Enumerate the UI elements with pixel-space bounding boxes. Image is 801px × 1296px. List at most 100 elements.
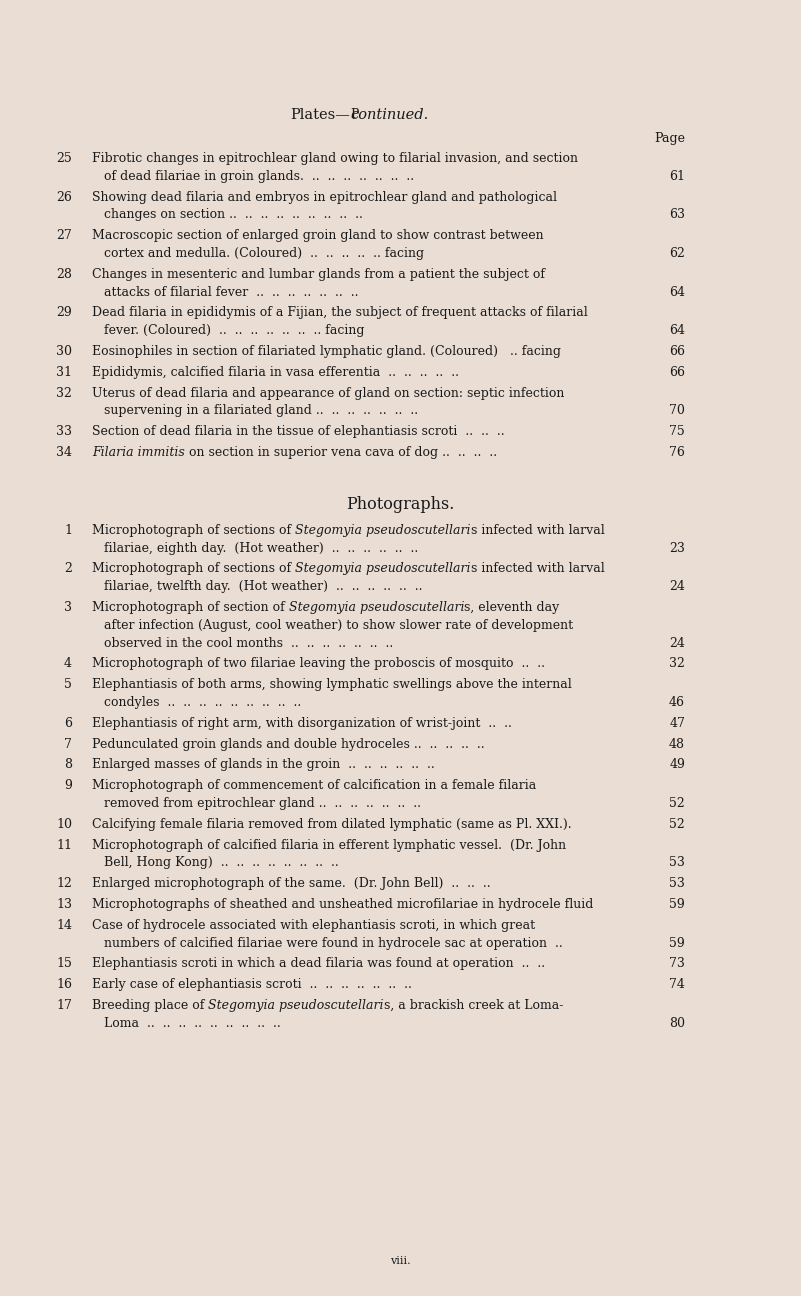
Text: numbers of calcified filariae were found in hydrocele sac at operation  ..: numbers of calcified filariae were found… xyxy=(104,937,563,950)
Text: viii.: viii. xyxy=(390,1256,411,1266)
Text: 8: 8 xyxy=(64,758,72,771)
Text: s, eleventh day: s, eleventh day xyxy=(465,601,560,614)
Text: Early case of elephantiasis scroti  ..  ..  ..  ..  ..  ..  ..: Early case of elephantiasis scroti .. ..… xyxy=(92,978,412,991)
Text: 27: 27 xyxy=(56,229,72,242)
Text: 73: 73 xyxy=(669,958,685,971)
Text: Elephantiasis of right arm, with disorganization of wrist-joint  ..  ..: Elephantiasis of right arm, with disorga… xyxy=(92,717,512,730)
Text: Enlarged masses of glands in the groin  ..  ..  ..  ..  ..  ..: Enlarged masses of glands in the groin .… xyxy=(92,758,435,771)
Text: 11: 11 xyxy=(56,839,72,851)
Text: P: P xyxy=(350,108,358,121)
Text: observed in the cool months  ..  ..  ..  ..  ..  ..  ..: observed in the cool months .. .. .. .. … xyxy=(104,636,393,649)
Text: 29: 29 xyxy=(56,306,72,319)
Text: Calcifying female filaria removed from dilated lymphatic (same as Pl. XXI.).: Calcifying female filaria removed from d… xyxy=(92,818,572,831)
Text: Dead filaria in epididymis of a Fijian, the subject of frequent attacks of filar: Dead filaria in epididymis of a Fijian, … xyxy=(92,306,588,319)
Text: Macroscopic section of enlarged groin gland to show contrast between: Macroscopic section of enlarged groin gl… xyxy=(92,229,544,242)
Text: Elephantiasis scroti in which a dead filaria was found at operation  ..  ..: Elephantiasis scroti in which a dead fil… xyxy=(92,958,545,971)
Text: 23: 23 xyxy=(669,542,685,555)
Text: 24: 24 xyxy=(669,581,685,594)
Text: Elephantiasis of both arms, showing lymphatic swellings above the internal: Elephantiasis of both arms, showing lymp… xyxy=(92,678,572,691)
Text: attacks of filarial fever  ..  ..  ..  ..  ..  ..  ..: attacks of filarial fever .. .. .. .. ..… xyxy=(104,285,359,298)
Text: 25: 25 xyxy=(56,152,72,165)
Text: 74: 74 xyxy=(669,978,685,991)
Text: Changes in mesenteric and lumbar glands from a patient the subject of: Changes in mesenteric and lumbar glands … xyxy=(92,268,545,281)
Text: Microphotograph of commencement of calcification in a female filaria: Microphotograph of commencement of calci… xyxy=(92,779,536,792)
Text: Section of dead filaria in the tissue of elephantiasis scroti  ..  ..  ..: Section of dead filaria in the tissue of… xyxy=(92,425,505,438)
Text: 76: 76 xyxy=(669,446,685,459)
Text: 49: 49 xyxy=(669,758,685,771)
Text: Loma  ..  ..  ..  ..  ..  ..  ..  ..  ..: Loma .. .. .. .. .. .. .. .. .. xyxy=(104,1017,280,1030)
Text: 32: 32 xyxy=(56,386,72,399)
Text: 53: 53 xyxy=(669,857,685,870)
Text: 61: 61 xyxy=(669,170,685,183)
Text: Stegomyia pseudoscutellari: Stegomyia pseudoscutellari xyxy=(288,601,465,614)
Text: Epididymis, calcified filaria in vasa efferentia  ..  ..  ..  ..  ..: Epididymis, calcified filaria in vasa ef… xyxy=(92,365,459,378)
Text: 64: 64 xyxy=(669,324,685,337)
Text: 80: 80 xyxy=(669,1017,685,1030)
Text: Showing dead filaria and embryos in epitrochlear gland and pathological: Showing dead filaria and embryos in epit… xyxy=(92,191,557,203)
Text: 52: 52 xyxy=(670,797,685,810)
Text: Case of hydrocele associated with elephantiasis scroti, in which great: Case of hydrocele associated with elepha… xyxy=(92,919,535,932)
Text: fever. (Coloured)  ..  ..  ..  ..  ..  ..  .. facing: fever. (Coloured) .. .. .. .. .. .. .. f… xyxy=(104,324,364,337)
Text: 15: 15 xyxy=(56,958,72,971)
Text: removed from epitrochlear gland ..  ..  ..  ..  ..  ..  ..: removed from epitrochlear gland .. .. ..… xyxy=(104,797,421,810)
Text: s infected with larval: s infected with larval xyxy=(471,524,605,537)
Text: 28: 28 xyxy=(56,268,72,281)
Text: 14: 14 xyxy=(56,919,72,932)
Text: 3: 3 xyxy=(64,601,72,614)
Text: Stegomyia pseudoscutellari: Stegomyia pseudoscutellari xyxy=(295,562,471,575)
Text: Plates—: Plates— xyxy=(290,108,350,122)
Text: 32: 32 xyxy=(669,657,685,670)
Text: 6: 6 xyxy=(64,717,72,730)
Text: filariae, twelfth day.  (Hot weather)  ..  ..  ..  ..  ..  ..: filariae, twelfth day. (Hot weather) .. … xyxy=(104,581,422,594)
Text: cortex and medulla. (Coloured)  ..  ..  ..  ..  .. facing: cortex and medulla. (Coloured) .. .. .. … xyxy=(104,248,424,260)
Text: changes on section ..  ..  ..  ..  ..  ..  ..  ..  ..: changes on section .. .. .. .. .. .. .. … xyxy=(104,209,363,222)
Text: Page: Page xyxy=(654,132,685,145)
Text: Bell, Hong Kong)  ..  ..  ..  ..  ..  ..  ..  ..: Bell, Hong Kong) .. .. .. .. .. .. .. .. xyxy=(104,857,339,870)
Text: 34: 34 xyxy=(56,446,72,459)
Text: 46: 46 xyxy=(669,696,685,709)
Text: Microphotograph of section of: Microphotograph of section of xyxy=(92,601,288,614)
Text: Microphotograph of two filariae leaving the proboscis of mosquito  ..  ..: Microphotograph of two filariae leaving … xyxy=(92,657,545,670)
Text: s infected with larval: s infected with larval xyxy=(471,562,605,575)
Text: 10: 10 xyxy=(56,818,72,831)
Text: 24: 24 xyxy=(669,636,685,649)
Text: 66: 66 xyxy=(669,345,685,358)
Text: Pedunculated groin glands and double hydroceles ..  ..  ..  ..  ..: Pedunculated groin glands and double hyd… xyxy=(92,737,485,750)
Text: 12: 12 xyxy=(56,877,72,890)
Text: 7: 7 xyxy=(64,737,72,750)
Text: 53: 53 xyxy=(669,877,685,890)
Text: of dead filariae in groin glands.  ..  ..  ..  ..  ..  ..  ..: of dead filariae in groin glands. .. .. … xyxy=(104,170,414,183)
Text: 31: 31 xyxy=(56,365,72,378)
Text: Microphotograph of sections of: Microphotograph of sections of xyxy=(92,562,295,575)
Text: 17: 17 xyxy=(56,999,72,1012)
Text: 66: 66 xyxy=(669,365,685,378)
Text: on section in superior vena cava of dog ..  ..  ..  ..: on section in superior vena cava of dog … xyxy=(185,446,497,459)
Text: 47: 47 xyxy=(669,717,685,730)
Text: 48: 48 xyxy=(669,737,685,750)
Text: 70: 70 xyxy=(669,404,685,417)
Text: Uterus of dead filaria and appearance of gland on section: septic infection: Uterus of dead filaria and appearance of… xyxy=(92,386,565,399)
Text: Fibrotic changes in epitrochlear gland owing to filarial invasion, and section: Fibrotic changes in epitrochlear gland o… xyxy=(92,152,578,165)
Text: Eosinophiles in section of filariated lymphatic gland. (Coloured)   .. facing: Eosinophiles in section of filariated ly… xyxy=(92,345,561,358)
Text: 16: 16 xyxy=(56,978,72,991)
Text: 1: 1 xyxy=(64,524,72,537)
Text: Stegomyia pseudoscutellari: Stegomyia pseudoscutellari xyxy=(295,524,471,537)
Text: 30: 30 xyxy=(56,345,72,358)
Text: 4: 4 xyxy=(64,657,72,670)
Text: 52: 52 xyxy=(670,818,685,831)
Text: 13: 13 xyxy=(56,898,72,911)
Text: Stegomyia pseudoscutellari: Stegomyia pseudoscutellari xyxy=(204,999,384,1012)
Text: filariae, eighth day.  (Hot weather)  ..  ..  ..  ..  ..  ..: filariae, eighth day. (Hot weather) .. .… xyxy=(104,542,418,555)
Text: Microphotograph of sections of: Microphotograph of sections of xyxy=(92,524,295,537)
Text: 33: 33 xyxy=(56,425,72,438)
Text: Microphotographs of sheathed and unsheathed microfilariae in hydrocele fluid: Microphotographs of sheathed and unsheat… xyxy=(92,898,594,911)
Text: Breeding place of: Breeding place of xyxy=(92,999,204,1012)
Text: Microphotograph of calcified filaria in efferent lymphatic vessel.  (Dr. John: Microphotograph of calcified filaria in … xyxy=(92,839,566,851)
Text: 64: 64 xyxy=(669,285,685,298)
Text: 9: 9 xyxy=(64,779,72,792)
Text: 5: 5 xyxy=(64,678,72,691)
Text: after infection (August, cool weather) to show slower rate of development: after infection (August, cool weather) t… xyxy=(104,618,574,632)
Text: s, a brackish creek at Loma-: s, a brackish creek at Loma- xyxy=(384,999,563,1012)
Text: supervening in a filariated gland ..  ..  ..  ..  ..  ..  ..: supervening in a filariated gland .. .. … xyxy=(104,404,418,417)
Text: 75: 75 xyxy=(670,425,685,438)
